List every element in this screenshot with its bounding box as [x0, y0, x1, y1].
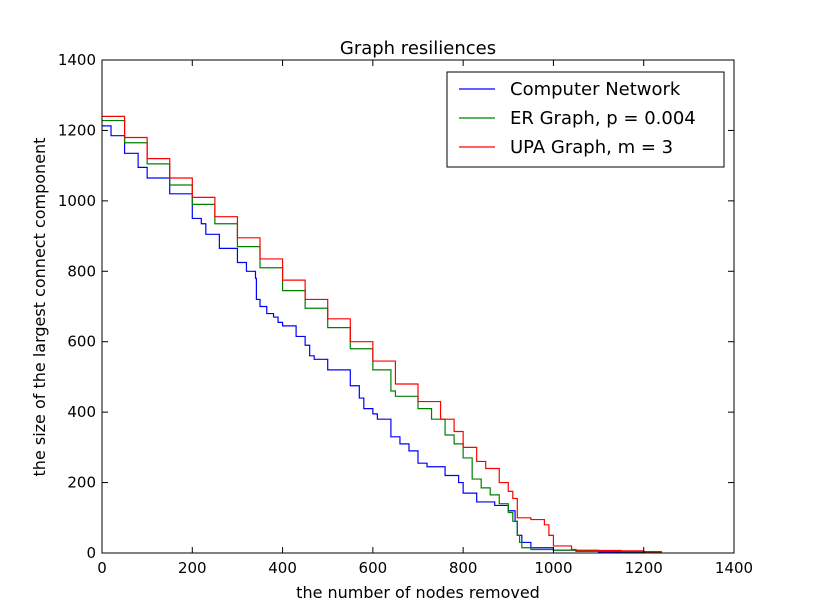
y-tick-label: 800: [67, 262, 96, 280]
x-tick-label: 0: [97, 559, 107, 577]
legend-label-2: ER Graph, p = 0.004: [510, 108, 696, 129]
x-tick-label: 800: [449, 559, 478, 577]
y-tick-label: 200: [67, 474, 96, 492]
ticks-layer: 0 200 400 600 800 1000 1200 1400 0 200 400 600 800 10…: [58, 51, 753, 577]
legend: Computer Network ER Graph, p = 0.004 UPA G…: [446, 71, 725, 168]
chart-title: Graph resiliences: [340, 38, 496, 59]
y-tick-label: 0: [86, 544, 96, 562]
y-tick-label: 1400: [58, 51, 96, 69]
y-tick-label: 600: [67, 333, 96, 351]
series-line-2: [102, 119, 662, 553]
x-tick-label: 1400: [715, 559, 753, 577]
x-tick-label: 600: [359, 559, 388, 577]
x-tick-label: 400: [268, 559, 297, 577]
series-layer: [102, 115, 662, 553]
y-tick-label: 1200: [58, 121, 96, 139]
legend-label-1: Computer Network: [510, 79, 681, 100]
y-tick-label: 400: [67, 403, 96, 421]
series-line-3: [102, 115, 662, 553]
legend-box: [446, 71, 725, 168]
x-tick-label: 1200: [625, 559, 663, 577]
y-axis-label: the size of the largest connect componen…: [30, 138, 49, 477]
x-tick-label: 1000: [534, 559, 572, 577]
x-axis-label: the number of nodes removed: [296, 583, 540, 602]
x-tick-label: 200: [178, 559, 207, 577]
y-tick-label: 1000: [58, 192, 96, 210]
plot-area-frame: [101, 59, 735, 554]
legend-label-3: UPA Graph, m = 3: [510, 137, 673, 158]
